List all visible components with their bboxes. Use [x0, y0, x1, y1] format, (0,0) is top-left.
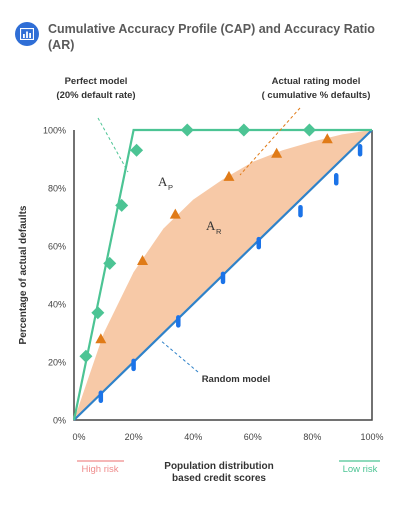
x-tick-label: 60% — [244, 432, 262, 442]
low-risk-label: Low risk — [343, 464, 378, 475]
perfect-model-leader — [97, 117, 129, 173]
chart-title: Cumulative Accuracy Profile (CAP) and Ac… — [48, 22, 375, 52]
perfect-model-marker — [103, 256, 117, 270]
perfect-model-marker — [91, 306, 105, 320]
area-label-rating: A — [206, 218, 216, 233]
y-axis-label: Percentage of actual defaults — [18, 205, 29, 344]
x-tick-label: 20% — [125, 432, 143, 442]
perfect-model-marker — [79, 349, 93, 363]
area-label-perfect-sub: P — [168, 183, 173, 192]
axis-frame — [73, 130, 373, 421]
rating-model-marker — [271, 147, 283, 158]
area-label-perfect: A — [158, 174, 168, 189]
rating-model-callout: ( cumulative % defaults) — [262, 90, 371, 101]
rating-model-marker — [321, 133, 333, 144]
chart-header: Cumulative Accuracy Profile (CAP) and Ac… — [0, 0, 400, 60]
y-tick-label: 0% — [53, 416, 66, 426]
x-tick-label: 40% — [184, 432, 202, 442]
rating-model-leader — [239, 107, 301, 176]
random-model-callout: Random model — [202, 374, 271, 385]
y-tick-label: 40% — [48, 300, 66, 310]
perfect-model-line — [72, 128, 372, 421]
x-axis-label: Population distribution — [164, 461, 273, 472]
area-label-rating-sub: R — [216, 227, 222, 236]
y-tick-label: 80% — [48, 184, 66, 194]
perfect-model-marker — [302, 123, 316, 137]
bar-chart-icon — [15, 22, 39, 46]
random-model-leader — [159, 339, 199, 373]
y-tick-label: 60% — [48, 242, 66, 252]
x-axis-label: based credit scores — [172, 473, 266, 484]
x-tick-label: 100% — [360, 432, 383, 442]
x-tick-label: 80% — [303, 432, 321, 442]
perfect-model-marker — [180, 123, 194, 137]
high-risk-label: High risk — [82, 464, 119, 475]
perfect-model-marker — [130, 143, 144, 157]
rating-model-marker — [137, 255, 149, 265]
rating-model-marker — [169, 208, 181, 219]
perfect-model-callout: (20% default rate) — [56, 90, 135, 101]
y-tick-label: 20% — [48, 358, 66, 368]
rating-model-callout: Actual rating model — [272, 76, 361, 87]
perfect-model-marker — [115, 198, 129, 212]
rating-model-marker — [95, 333, 107, 344]
perfect-model-marker — [237, 123, 251, 137]
perfect-model-callout: Perfect model — [65, 76, 128, 87]
y-tick-label: 100% — [43, 126, 66, 136]
x-tick-label: 0% — [72, 432, 85, 442]
rating-model-marker — [223, 170, 235, 181]
